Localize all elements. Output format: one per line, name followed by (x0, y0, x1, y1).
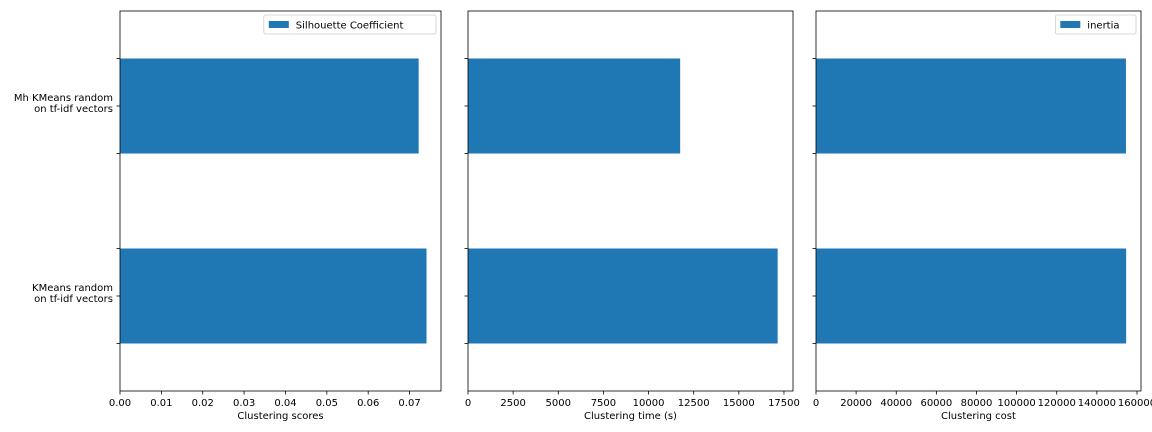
x-tick-label: 0.04 (274, 398, 296, 409)
x-tick-label: 0.02 (192, 398, 214, 409)
bar (468, 248, 778, 344)
x-tick-label: 140000 (1078, 398, 1116, 409)
y-tick-label: Mh KMeans random on tf-idf vectors (14, 93, 113, 115)
legend-box (263, 14, 437, 35)
x-tick-label: 17500 (768, 398, 800, 409)
legend-swatch (1060, 21, 1081, 28)
x-tick-label: 0.06 (357, 398, 379, 409)
x-tick-label: 12500 (678, 398, 710, 409)
axes-frame (815, 10, 1142, 392)
x-tick-label: 160000 (1118, 398, 1152, 409)
x-tick-label: 0 (465, 398, 471, 409)
axes-frame (467, 10, 794, 392)
x-axis-label: Clustering cost (941, 411, 1016, 422)
chart-panel-1: Mh KMeans random on tf-idf vectors KMeans … (14, 10, 442, 422)
x-tick-label: 120000 (1038, 398, 1076, 409)
x-tick-label: 10000 (633, 398, 665, 409)
y-tick-label: KMeans random on tf-idf vectors (32, 283, 113, 305)
x-tick-label: 7500 (591, 398, 616, 409)
legend-swatch (268, 21, 289, 28)
chart-panel-3: 0 20000 40000 60000 80000 100000 120000 140000 1… (812, 10, 1152, 422)
x-tick-label: 100000 (998, 398, 1036, 409)
x-tick-label: 80000 (961, 398, 993, 409)
x-tick-label: 0.03 (233, 398, 255, 409)
bar (120, 248, 427, 344)
legend: Silhouette Coefficient (263, 14, 437, 35)
x-tick-label: 0.07 (398, 398, 420, 409)
x-tick-label: 20000 (840, 398, 872, 409)
x-tick-label: 40000 (880, 398, 912, 409)
x-axis-label: Clustering scores (237, 411, 323, 422)
legend: inertia (1054, 14, 1137, 35)
x-tick-label: 0.00 (109, 398, 131, 409)
x-tick-label: 0.05 (316, 398, 338, 409)
x-tick-label: 0.01 (150, 398, 172, 409)
x-tick-label: 5000 (546, 398, 571, 409)
x-axis-label: Clustering time (s) (584, 411, 677, 422)
x-tick-label: 60000 (920, 398, 952, 409)
legend-label: inertia (1087, 21, 1119, 32)
bar (816, 248, 1127, 344)
legend-label: Silhouette Coefficient (296, 21, 404, 32)
legend-box (1054, 14, 1137, 35)
bar (120, 58, 419, 154)
chart-panel-2: 0 2500 5000 7500 10000 12500 15000 17500 Cluster… (464, 10, 800, 422)
bar (468, 58, 681, 154)
bar (816, 58, 1126, 154)
x-tick-label: 15000 (723, 398, 755, 409)
x-tick-label: 0 (813, 398, 819, 409)
x-tick-label: 2500 (500, 398, 525, 409)
axes-frame (119, 10, 442, 392)
